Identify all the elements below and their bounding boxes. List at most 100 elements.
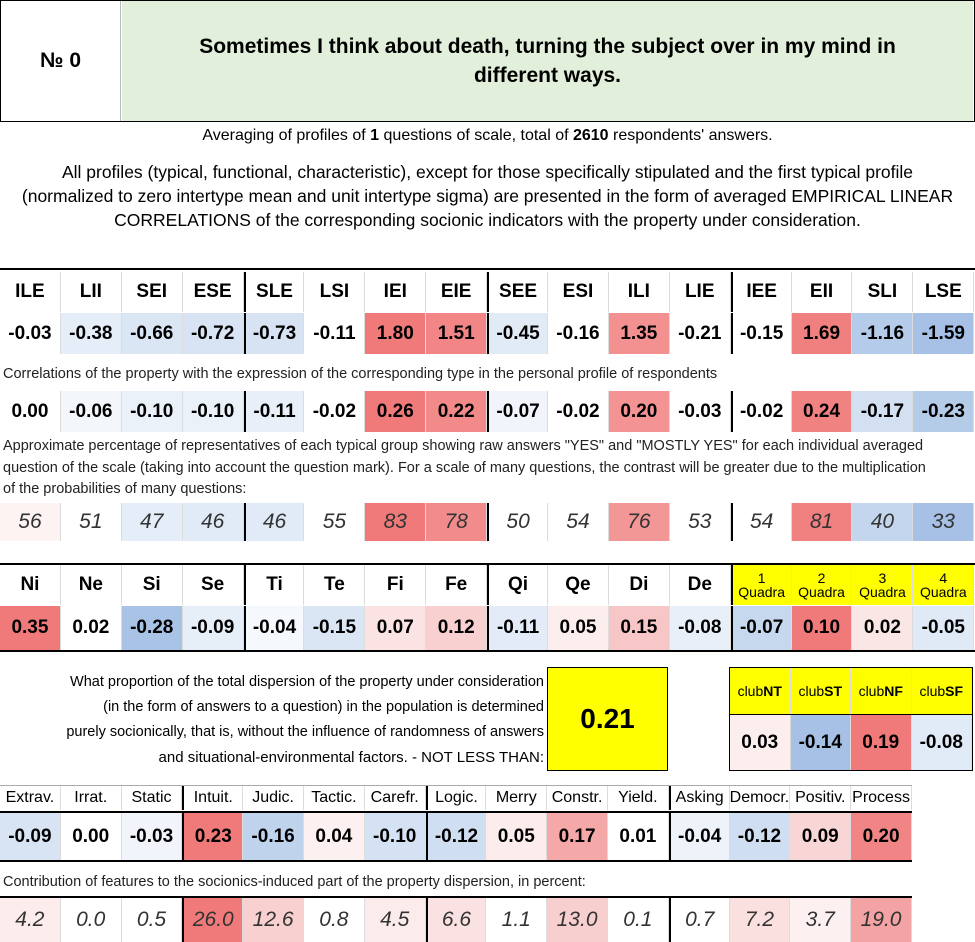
feature-value-0: -0.09: [0, 813, 61, 860]
question-header: № 0 Sometimes I think about death, turni…: [0, 0, 975, 122]
feature-contribution-6: 4.5: [364, 898, 426, 942]
function-header-8: Qi: [487, 565, 549, 605]
feature-value-4: -0.16: [243, 813, 304, 860]
quadra-number: 3: [878, 570, 887, 586]
feature-contribution-7: 6.6: [425, 898, 487, 942]
type-header-14: SLI: [852, 272, 914, 312]
function-header-3: Se: [183, 565, 244, 605]
type-normalized-9: -0.16: [548, 313, 609, 354]
type-header-8: SEE: [487, 272, 549, 312]
type-normalized-12: -0.15: [730, 313, 792, 354]
type-header-7: EIE: [426, 272, 488, 312]
type-normalized-6: 1.80: [365, 313, 427, 354]
function-header-9: Qe: [548, 565, 609, 605]
club-prefix: club: [737, 683, 764, 699]
clubs-values-row: 0.03 -0.14 0.19 -0.08: [730, 714, 972, 770]
feature-header-9: Constr.: [547, 786, 608, 810]
club-name: NT: [763, 683, 782, 699]
club-value-3: -0.08: [911, 715, 972, 770]
function-value-2: -0.28: [121, 606, 183, 650]
feature-contribution-2: 0.5: [121, 898, 183, 942]
features-values-row: -0.09 0.00 -0.03 0.23 -0.16 0.04 -0.10 -0.12 0.0…: [0, 811, 912, 862]
type-normalized-11: -0.21: [669, 313, 731, 354]
type-correlation-11: -0.03: [669, 391, 731, 432]
feature-value-9: 0.17: [547, 813, 608, 860]
type-normalized-13: 1.69: [791, 313, 853, 354]
feature-contribution-14: 19.0: [851, 898, 912, 942]
questions-count: 1: [370, 127, 380, 144]
feature-value-5: 0.04: [303, 813, 365, 860]
feature-contribution-13: 3.7: [790, 898, 852, 942]
type-percentage-3: 46: [182, 503, 244, 541]
type-percentage-15: 33: [913, 503, 975, 541]
functions-values-row: 0.35 0.02 -0.28 -0.09 -0.04 -0.15 0.07 0.12 -0.1…: [0, 606, 975, 650]
quadra-label: Quadra: [859, 584, 906, 600]
type-percentage-11: 53: [669, 503, 731, 541]
feature-contribution-4: 12.6: [243, 898, 304, 942]
function-header-10: Di: [609, 565, 670, 605]
type-percentage-5: 55: [304, 503, 366, 541]
feature-contribution-9: 13.0: [547, 898, 608, 942]
quadra-label: Quadra: [738, 584, 785, 600]
type-correlation-7: 0.22: [426, 391, 488, 432]
averaging-suffix: respondents' answers.: [613, 127, 773, 144]
feature-header-12: Democr.: [730, 786, 791, 810]
type-correlation-13: 0.24: [791, 391, 853, 432]
feature-header-4: Judic.: [243, 786, 304, 810]
type-normalized-0: -0.03: [0, 313, 61, 354]
type-correlation-8: -0.07: [487, 391, 549, 432]
feature-value-2: -0.03: [121, 813, 183, 860]
type-header-11: LIE: [670, 272, 731, 312]
type-percentage-6: 83: [365, 503, 427, 541]
type-header-2: SEI: [122, 272, 183, 312]
type-normalized-3: -0.72: [182, 313, 244, 354]
features-header-row: Extrav. Irrat. Static Intuit. Judic. Tactic. C…: [0, 786, 912, 810]
function-header-2: Si: [122, 565, 183, 605]
type-percentage-9: 54: [548, 503, 609, 541]
type-correlation-3: -0.10: [182, 391, 244, 432]
feature-header-6: Carefr.: [365, 786, 426, 810]
type-percentage-7: 78: [426, 503, 488, 541]
quadra-label: Quadra: [798, 584, 845, 600]
feature-contribution-0: 4.2: [0, 898, 61, 942]
feature-value-7: -0.12: [425, 813, 487, 860]
feature-contribution-10: 0.1: [607, 898, 669, 942]
function-header-1: Ne: [61, 565, 122, 605]
feature-header-2: Static: [122, 786, 183, 810]
feature-contribution-8: 1.1: [486, 898, 548, 942]
type-correlation-10: 0.20: [608, 391, 670, 432]
type-header-15: LSE: [913, 272, 975, 312]
type-header-12: IEE: [730, 272, 792, 312]
type-percentage-2: 47: [121, 503, 183, 541]
type-header-13: EII: [792, 272, 853, 312]
quadra-header-1: 2 Quadra: [791, 565, 853, 605]
type-header-1: LII: [61, 272, 122, 312]
feature-value-10: 0.01: [607, 813, 669, 860]
feature-value-14: 0.20: [851, 813, 912, 860]
functions-top-border: [0, 563, 975, 565]
type-normalized-15: -1.59: [913, 313, 975, 354]
function-value-5: -0.15: [304, 606, 366, 650]
feature-header-10: Yield.: [608, 786, 669, 810]
type-normalized-4: -0.73: [243, 313, 305, 354]
feature-header-13: Positiv.: [790, 786, 852, 810]
feature-header-3: Intuit.: [182, 786, 244, 810]
club-name: SF: [945, 683, 964, 699]
feature-header-1: Irrat.: [61, 786, 122, 810]
club-name: NF: [884, 683, 903, 699]
feature-header-14: Process: [851, 786, 912, 810]
type-header-9: ESI: [548, 272, 609, 312]
type-header-0: ILE: [0, 272, 61, 312]
type-correlation-0: 0.00: [0, 391, 61, 432]
types-header-row: ILE LII SEI ESE SLE LSI IEI EIE SEE ESI ILI LIE IEE E…: [0, 272, 975, 312]
type-correlation-14: -0.17: [852, 391, 914, 432]
clubs-header-row: club NT club ST club NF club SF: [730, 668, 972, 714]
type-percentage-8: 50: [487, 503, 549, 541]
type-header-10: ILI: [609, 272, 670, 312]
dispersion-text: What proportion of the total dispersion …: [60, 670, 544, 770]
type-percentage-13: 81: [791, 503, 853, 541]
dispersion-value: 0.21: [547, 667, 668, 771]
club-header-3: club SF: [911, 668, 972, 714]
type-correlation-5: -0.02: [304, 391, 366, 432]
quadra-value-0: -0.07: [730, 606, 792, 650]
